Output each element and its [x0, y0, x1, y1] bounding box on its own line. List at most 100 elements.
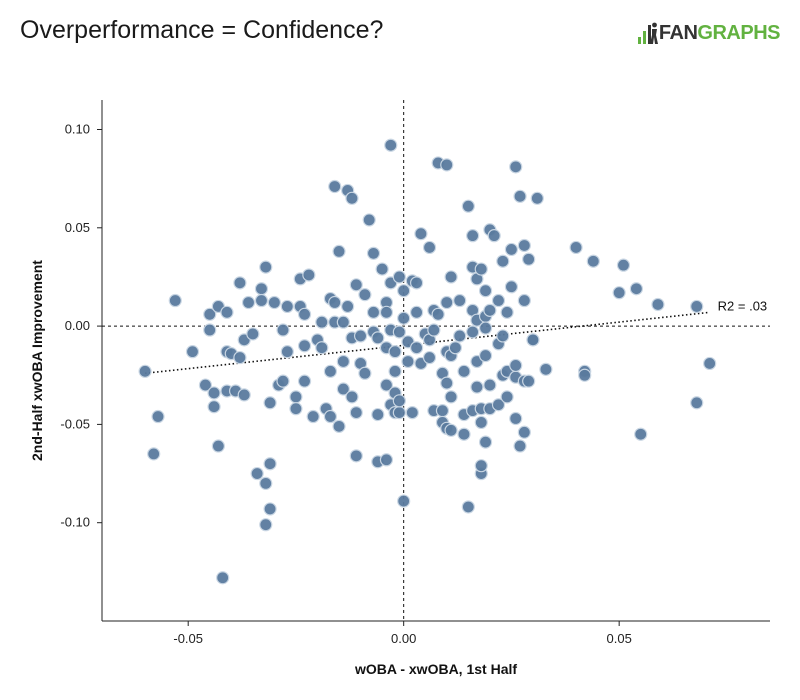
data-point — [366, 246, 381, 260]
data-point — [336, 315, 350, 329]
data-point — [440, 295, 454, 310]
data-point — [289, 402, 303, 416]
logo-text-graphs: GRAPHS — [697, 21, 780, 44]
data-point — [306, 409, 320, 424]
data-point — [211, 439, 225, 453]
data-point — [259, 476, 273, 490]
data-point — [487, 229, 501, 243]
data-point — [586, 254, 600, 268]
data-point — [332, 419, 346, 433]
data-point — [392, 394, 406, 408]
data-point — [440, 158, 454, 172]
data-point — [151, 409, 165, 424]
data-point — [444, 423, 458, 437]
data-point — [384, 138, 398, 152]
data-point — [168, 293, 182, 308]
data-point — [254, 282, 269, 296]
data-point — [289, 390, 303, 404]
data-point — [345, 390, 359, 404]
data-point — [250, 466, 264, 481]
data-point — [461, 500, 475, 514]
data-point — [401, 354, 415, 369]
data-point — [392, 406, 406, 420]
data-point — [323, 364, 338, 378]
data-point — [474, 262, 488, 276]
chart-title: Overperformance = Confidence? — [20, 16, 384, 44]
data-point — [302, 268, 316, 282]
data-point — [263, 396, 277, 410]
data-point — [703, 356, 717, 371]
data-point — [569, 240, 583, 255]
data-point — [349, 406, 363, 420]
data-point — [259, 518, 273, 532]
data-point — [478, 284, 493, 298]
data-point — [371, 331, 385, 345]
data-point — [388, 364, 402, 378]
data-point — [315, 315, 329, 329]
data-point — [435, 404, 450, 418]
data-point — [254, 293, 269, 308]
data-point — [332, 244, 346, 258]
data-point — [371, 407, 385, 422]
data-points — [138, 138, 717, 585]
data-point — [185, 345, 200, 359]
data-point — [323, 409, 338, 424]
data-point — [345, 191, 359, 205]
data-point — [147, 447, 161, 461]
reference-lines — [102, 100, 770, 621]
data-point — [422, 350, 437, 365]
data-point — [509, 358, 523, 373]
data-point — [349, 449, 363, 463]
data-point — [203, 307, 217, 321]
data-point — [405, 406, 419, 420]
data-point — [138, 364, 152, 378]
y-tick-label: -0.05 — [60, 416, 90, 431]
data-point — [246, 327, 260, 341]
data-point — [276, 323, 290, 337]
data-point — [207, 400, 221, 414]
data-point — [431, 307, 445, 321]
data-point — [392, 325, 406, 339]
data-point — [612, 286, 626, 300]
data-point — [474, 415, 488, 430]
data-point — [422, 240, 437, 255]
fangraphs-bars-icon — [637, 22, 658, 44]
x-tick-label: 0.05 — [607, 631, 632, 646]
fangraphs-logo[interactable]: FAN GRAPHS — [637, 20, 780, 46]
data-point — [336, 354, 350, 369]
data-point — [233, 276, 247, 290]
data-point — [414, 227, 428, 241]
data-point — [509, 160, 523, 174]
data-point — [392, 270, 406, 284]
x-tick-label: 0.00 — [391, 631, 416, 646]
data-point — [397, 311, 411, 325]
data-point — [366, 305, 381, 319]
data-point — [500, 305, 514, 319]
data-point — [237, 388, 251, 402]
data-point — [496, 254, 510, 268]
data-point — [496, 329, 510, 343]
data-point — [276, 374, 290, 388]
data-point — [629, 282, 644, 296]
data-point — [397, 494, 411, 508]
data-point — [466, 325, 480, 339]
data-point — [474, 459, 488, 473]
data-point — [315, 341, 329, 355]
data-point — [379, 378, 394, 392]
data-point — [478, 321, 493, 335]
data-point — [466, 229, 480, 243]
data-point — [504, 242, 519, 257]
data-point — [328, 295, 342, 310]
data-point — [500, 390, 514, 404]
data-point — [483, 303, 497, 317]
data-point — [410, 305, 424, 319]
y-tick-label: 0.00 — [65, 318, 90, 333]
data-point — [353, 329, 368, 343]
data-point — [349, 278, 363, 292]
trendline — [145, 311, 710, 375]
data-point — [453, 329, 467, 343]
data-point — [216, 571, 230, 585]
data-point — [616, 258, 631, 272]
data-point — [220, 305, 234, 319]
